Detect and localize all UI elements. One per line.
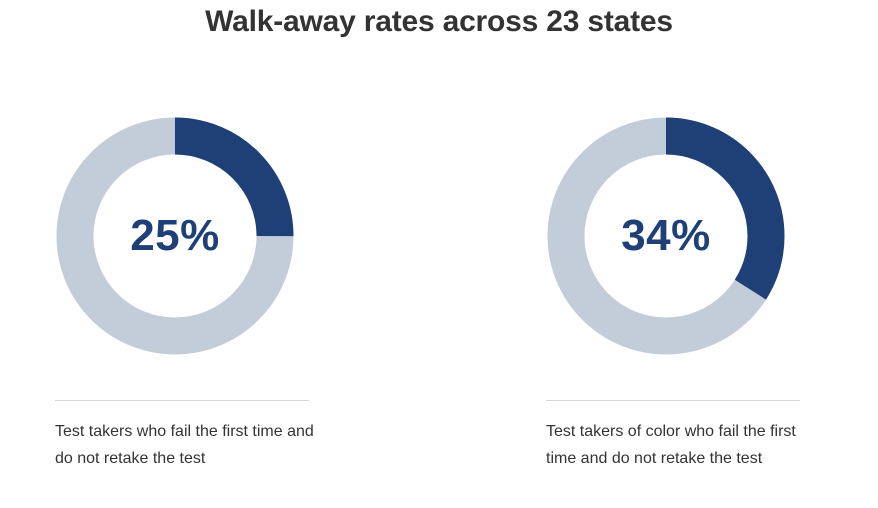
- donut-chart-2: [546, 116, 786, 356]
- donut-segment-2: [547, 117, 785, 355]
- donut-panel-2: 34% Test takers of color who fail the fi…: [546, 0, 846, 508]
- donut-value-label-2: 34%: [621, 211, 711, 260]
- donut-panel-1: 25% Test takers who fail the first time …: [55, 0, 355, 508]
- donut-svg-2: [547, 117, 785, 355]
- donut-chart-1: [55, 116, 295, 356]
- divider-2: [546, 400, 800, 401]
- donut-caption-1: Test takers who fail the first time and …: [55, 423, 314, 467]
- divider-1: [55, 400, 309, 401]
- donut-value-label-1: 25%: [130, 211, 220, 260]
- donut-caption-2: Test takers of color who fail the first …: [546, 423, 796, 467]
- donut-segment-1: [56, 117, 294, 355]
- chart-title: Walk-away rates across 23 states: [205, 5, 673, 38]
- donut-svg-1: [56, 117, 294, 355]
